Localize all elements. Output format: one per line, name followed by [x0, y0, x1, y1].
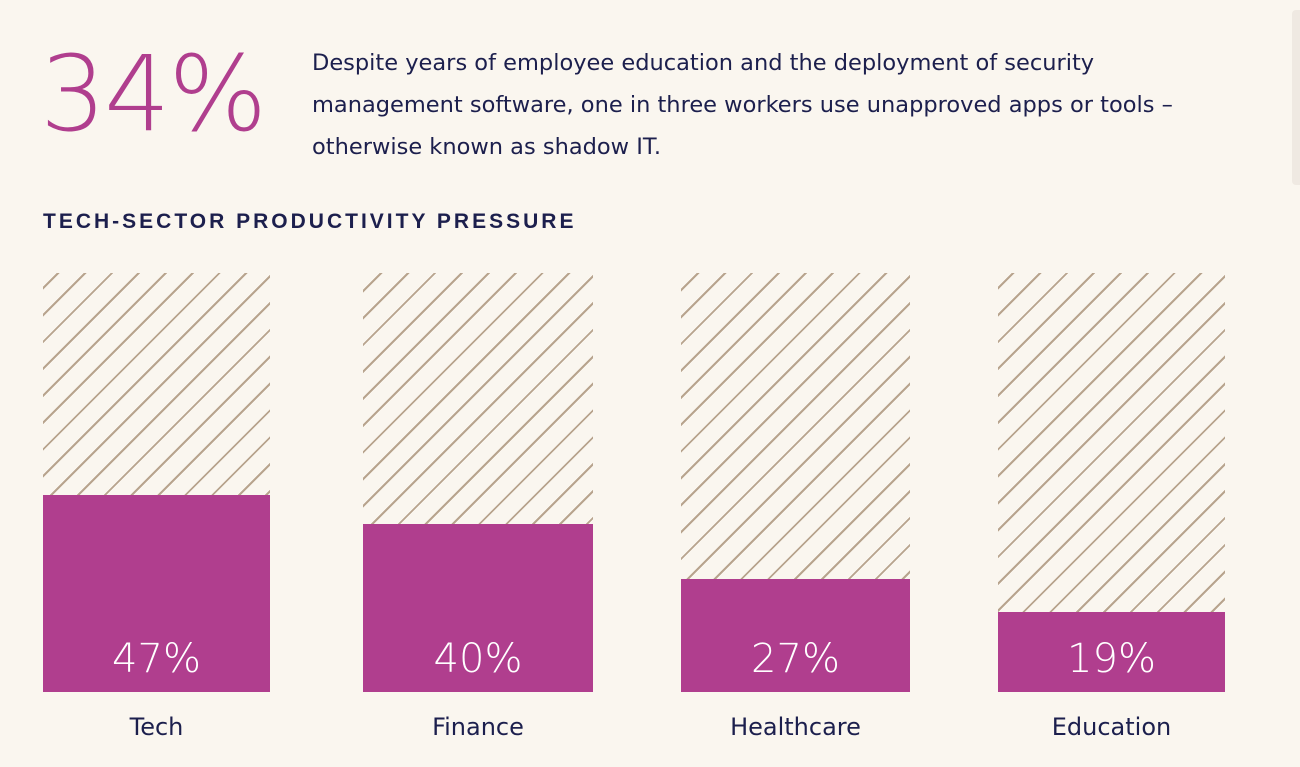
bar: 27% [681, 578, 910, 692]
bar: 19% [998, 612, 1225, 692]
data-label: 47% [112, 636, 201, 682]
category-label: Finance [432, 713, 524, 741]
bar-group: 47% [43, 273, 270, 692]
category-label: Healthcare [730, 713, 861, 741]
category-label: Education [1051, 713, 1172, 741]
headline-description: Despite years of employee education and … [312, 50, 1173, 160]
bar: 40% [363, 524, 593, 692]
headline-stat: 34% [40, 33, 267, 155]
bar: 47% [43, 495, 270, 692]
chart-title: TECH-SECTOR PRODUCTIVITY PRESSURE [43, 210, 577, 233]
data-label: 27% [751, 636, 840, 682]
bar-group: 27% [681, 273, 910, 692]
bar-group: 19% [998, 273, 1225, 692]
category-label: Tech [129, 713, 184, 741]
scrollbar[interactable] [1292, 10, 1300, 185]
bar-group: 40% [363, 273, 593, 692]
data-label: 40% [433, 636, 523, 682]
data-label: 19% [1067, 636, 1156, 682]
